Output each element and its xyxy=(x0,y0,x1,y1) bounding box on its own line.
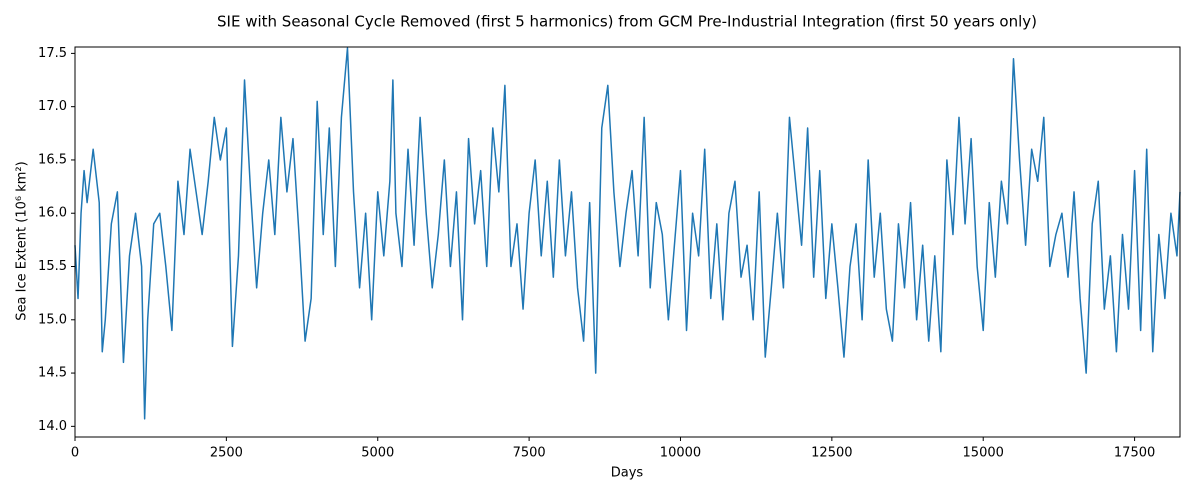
y-tick-label: 14.5 xyxy=(38,366,67,381)
data-line xyxy=(74,47,1181,420)
plot-frame xyxy=(74,46,1181,438)
chart-title: SIE with Seasonal Cycle Removed (first 5… xyxy=(217,13,1037,31)
x-tick-label: 7500 xyxy=(513,446,546,461)
y-axis-label: Sea Ice Extent (10⁶ km²) xyxy=(15,161,30,320)
x-tick-label: 10000 xyxy=(660,446,701,461)
y-tick-label: 14.0 xyxy=(38,419,67,434)
x-tick-label: 12500 xyxy=(811,446,852,461)
x-tick-label: 15000 xyxy=(963,446,1004,461)
y-tick-label: 16.5 xyxy=(38,152,67,167)
y-tick-label: 17.0 xyxy=(38,99,67,114)
x-axis-label: Days xyxy=(611,466,644,481)
y-tick-label: 17.5 xyxy=(38,46,67,61)
x-tick-label: 2500 xyxy=(210,446,243,461)
y-tick-label: 15.5 xyxy=(38,259,67,274)
y-tick-label: 15.0 xyxy=(38,312,67,327)
x-tick-label: 0 xyxy=(71,446,79,461)
x-tick-label: 17500 xyxy=(1114,446,1155,461)
x-tick-label: 5000 xyxy=(361,446,394,461)
y-tick-label: 16.0 xyxy=(38,206,67,221)
